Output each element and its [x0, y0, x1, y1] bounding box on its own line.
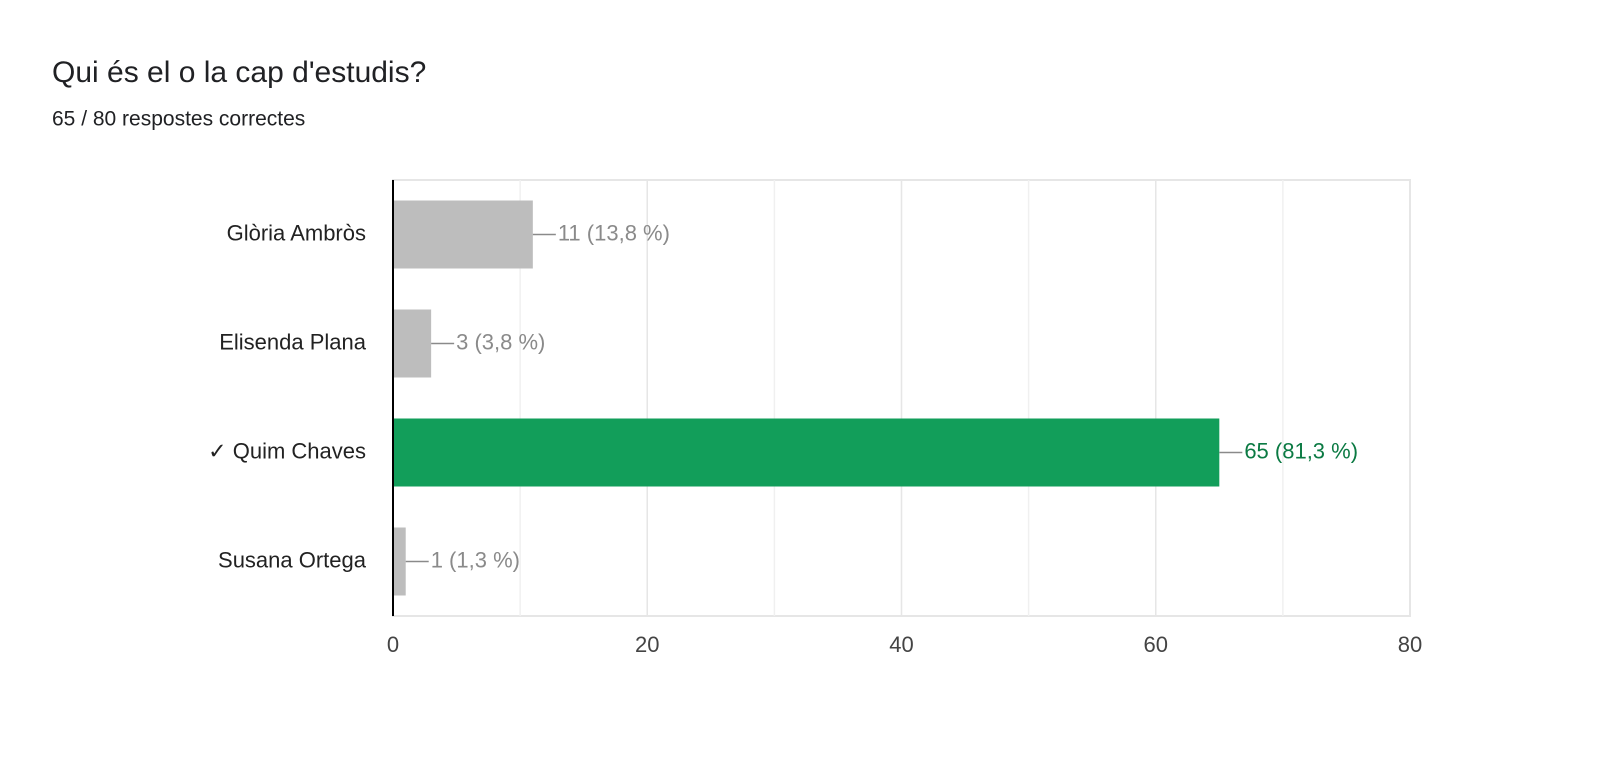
y-tick-label: Glòria Ambròs — [227, 220, 366, 245]
chart-title: Qui és el o la cap d'estudis? — [52, 56, 426, 89]
x-tick-label: 20 — [635, 632, 659, 657]
y-tick-label: Susana Ortega — [218, 547, 367, 572]
value-label: 65 (81,3 %) — [1244, 438, 1358, 463]
y-tick-label: Elisenda Plana — [219, 329, 367, 354]
x-tick-label: 40 — [889, 632, 913, 657]
x-tick-label: 60 — [1144, 632, 1168, 657]
value-label: 1 (1,3 %) — [431, 547, 520, 572]
bar — [393, 418, 1220, 487]
x-tick-label: 80 — [1398, 632, 1422, 657]
x-tick-label: 0 — [387, 632, 399, 657]
value-label: 3 (3,8 %) — [456, 329, 545, 354]
bar — [393, 309, 432, 378]
bar — [393, 200, 533, 269]
chart-subtitle: 65 / 80 respostes correctes — [52, 108, 305, 131]
bar — [393, 527, 406, 596]
y-tick-label: ✓ Quim Chaves — [208, 438, 366, 463]
value-label: 11 (13,8 %) — [558, 220, 670, 245]
